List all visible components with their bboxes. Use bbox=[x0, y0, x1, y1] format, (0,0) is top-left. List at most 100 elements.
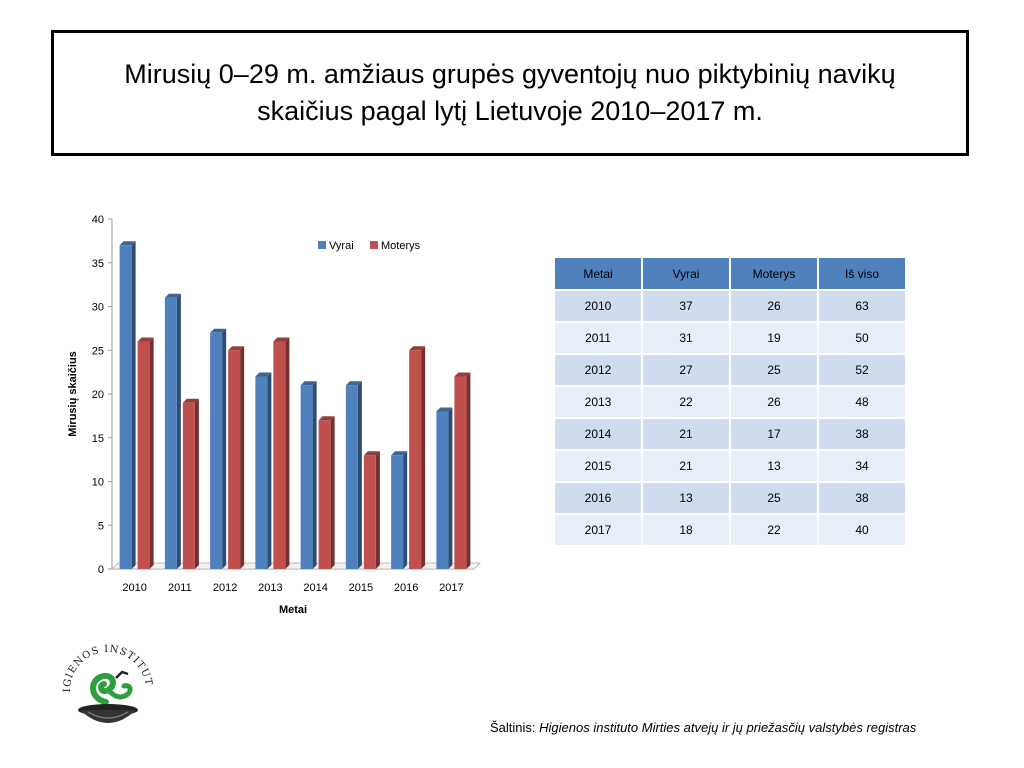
table-header-men: Vyrai bbox=[641, 256, 731, 291]
title-line-2: skaičius pagal lytį Lietuvoje 2010–2017 … bbox=[257, 96, 763, 126]
source-text: Higienos instituto Mirties atvejų ir jų … bbox=[539, 720, 917, 735]
page-title: Mirusių 0–29 m. amžiaus grupės gyventojų… bbox=[110, 56, 909, 130]
x-tick-label: 2014 bbox=[303, 582, 327, 594]
bar-moterys-top bbox=[137, 337, 154, 342]
bar-moterys-side bbox=[149, 337, 154, 569]
table-cell: 21 bbox=[641, 449, 731, 483]
bar-vyrai bbox=[210, 332, 223, 569]
y-tick-label: 35 bbox=[92, 258, 104, 270]
table-cell: 19 bbox=[729, 321, 819, 355]
table-cell: 2015 bbox=[553, 449, 643, 483]
source-label: Šaltinis: bbox=[490, 720, 540, 735]
y-tick-label: 20 bbox=[92, 389, 104, 401]
legend-swatch-moterys bbox=[370, 241, 378, 249]
table-cell: 37 bbox=[641, 289, 731, 323]
legend-label-vyrai: Vyrai bbox=[329, 240, 354, 252]
source-note: Šaltinis: Higienos instituto Mirties atv… bbox=[490, 720, 916, 735]
y-tick-label: 10 bbox=[92, 477, 104, 489]
table-row: 2012 27 25 52 bbox=[553, 353, 907, 387]
x-tick-label: 2013 bbox=[258, 582, 282, 594]
title-line-1: Mirusių 0–29 m. amžiaus grupės gyventojų… bbox=[124, 59, 896, 89]
legend-label-moterys: Moterys bbox=[381, 240, 421, 252]
y-tick-label: 5 bbox=[98, 520, 104, 532]
bar-chart: 0 5 10 15 20 25 30 35 40 2010 2011 2012 2013 2014 2015… bbox=[60, 205, 490, 625]
table-cell: 63 bbox=[817, 289, 907, 323]
table-cell: 13 bbox=[729, 449, 819, 483]
table-header-row: Metai Vyrai Moterys Iš viso bbox=[553, 256, 907, 291]
title-box: Mirusių 0–29 m. amžiaus grupės gyventojų… bbox=[51, 30, 969, 156]
table-cell: 25 bbox=[729, 353, 819, 387]
bar-vyrai-top bbox=[164, 293, 181, 298]
bar-moterys-side bbox=[285, 337, 290, 569]
table-row: 2015 21 13 34 bbox=[553, 449, 907, 483]
bar-vyrai bbox=[300, 385, 313, 569]
table-cell: 52 bbox=[817, 353, 907, 387]
bar-moterys-top bbox=[363, 451, 380, 456]
bar-moterys bbox=[409, 350, 422, 569]
bar-moterys bbox=[454, 376, 467, 569]
bar-moterys bbox=[273, 341, 286, 569]
x-axis-title: Metai bbox=[279, 604, 307, 616]
table-header-year: Metai bbox=[553, 256, 643, 291]
table-cell: 26 bbox=[729, 385, 819, 419]
bar-vyrai-side bbox=[312, 381, 317, 569]
bar-moterys-top bbox=[228, 346, 245, 351]
table-cell: 38 bbox=[817, 481, 907, 515]
table-cell: 34 bbox=[817, 449, 907, 483]
table-cell: 2011 bbox=[553, 321, 643, 355]
x-tick-label: 2010 bbox=[122, 582, 146, 594]
table-cell: 2013 bbox=[553, 385, 643, 419]
table-cell: 26 bbox=[729, 289, 819, 323]
data-table: Metai Vyrai Moterys Iš viso 2010 37 26 6… bbox=[553, 256, 907, 547]
bar-moterys-top bbox=[409, 346, 426, 351]
chart-svg: 0 5 10 15 20 25 30 35 40 2010 2011 2012 2013 2014 2015… bbox=[67, 214, 481, 616]
y-tick-label: 25 bbox=[92, 345, 104, 357]
bar-vyrai bbox=[436, 411, 449, 569]
bar-vyrai-side bbox=[267, 372, 272, 569]
table-header-total: Iš viso bbox=[817, 256, 907, 291]
institute-logo: HIGIENOS INSTITUTAS bbox=[53, 620, 158, 743]
bar-moterys-side bbox=[375, 451, 380, 569]
bar-vyrai bbox=[164, 297, 177, 569]
y-tick-label: 40 bbox=[92, 214, 104, 226]
bar-vyrai-side bbox=[403, 451, 408, 569]
y-tick-label: 30 bbox=[92, 302, 104, 314]
bar-moterys bbox=[137, 341, 150, 569]
bar-moterys-side bbox=[466, 372, 471, 569]
bar-vyrai-side bbox=[448, 407, 453, 569]
bar-moterys bbox=[228, 350, 241, 569]
bar-moterys bbox=[318, 420, 331, 569]
table-cell: 2010 bbox=[553, 289, 643, 323]
y-axis-title: Mirusių skaičius bbox=[67, 351, 79, 437]
bar-moterys-top bbox=[182, 398, 199, 403]
x-tick-label: 2012 bbox=[213, 582, 237, 594]
table-cell: 48 bbox=[817, 385, 907, 419]
table-cell: 22 bbox=[641, 385, 731, 419]
bar-moterys-side bbox=[194, 398, 199, 569]
x-tick-label: 2011 bbox=[168, 582, 192, 594]
x-tick-label: 2015 bbox=[349, 582, 373, 594]
bar-vyrai-top bbox=[300, 381, 317, 386]
table-row: 2014 21 17 38 bbox=[553, 417, 907, 451]
table-cell: 17 bbox=[729, 417, 819, 451]
table-cell: 2017 bbox=[553, 513, 643, 547]
bar-moterys-side bbox=[240, 346, 245, 569]
table-row: 2017 18 22 40 bbox=[553, 513, 907, 547]
bar-moterys-top bbox=[273, 337, 290, 342]
bar-moterys-top bbox=[318, 416, 335, 421]
table-cell: 2012 bbox=[553, 353, 643, 387]
table-cell: 2014 bbox=[553, 417, 643, 451]
table-cell: 2016 bbox=[553, 481, 643, 515]
table-row: 2013 22 26 48 bbox=[553, 385, 907, 419]
table-cell: 13 bbox=[641, 481, 731, 515]
table-cell: 25 bbox=[729, 481, 819, 515]
bar-vyrai-top bbox=[391, 451, 408, 456]
legend-swatch-vyrai bbox=[318, 241, 326, 249]
bar-vyrai-side bbox=[357, 381, 362, 569]
table-cell: 18 bbox=[641, 513, 731, 547]
table-cell: 27 bbox=[641, 353, 731, 387]
bar-vyrai bbox=[345, 385, 358, 569]
bar-moterys bbox=[182, 402, 195, 569]
table-row: 2016 13 25 38 bbox=[553, 481, 907, 515]
table-cell: 22 bbox=[729, 513, 819, 547]
